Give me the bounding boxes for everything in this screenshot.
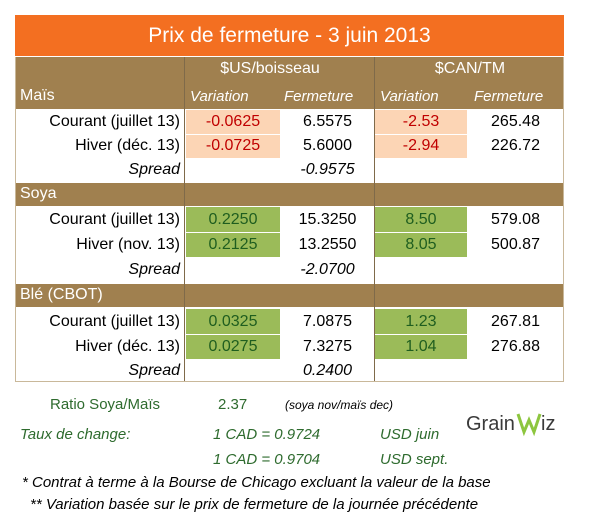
us-fermeture: 5.6000 (303, 137, 352, 154)
footnote: ** Variation basée sur le prix de fermet… (30, 496, 479, 513)
spread-value: -0.9575 (300, 161, 355, 178)
can-variation: -2.53 (402, 113, 440, 130)
section-label-soya: Soya (20, 185, 57, 202)
cell-bg (375, 233, 467, 257)
row-label: Hiver (nov. 13) (76, 236, 180, 253)
ratio-note: (soya nov/maïs dec) (285, 398, 394, 412)
grainwiz-logo: Grain iz (466, 408, 566, 444)
grainwiz-logo-graphic: Grain iz (466, 413, 555, 437)
cell-bg (186, 309, 280, 334)
ratio-value: 2.37 (218, 396, 248, 413)
spread-label: Spread (128, 362, 180, 379)
spread-value: -2.0700 (300, 261, 355, 278)
cell-bg (186, 207, 280, 232)
can-variation: 8.05 (405, 236, 437, 253)
can-fermeture: 276.88 (491, 338, 540, 355)
us-fermeture: 13.2550 (298, 236, 357, 253)
cell-bg (186, 335, 280, 359)
cell-bg (375, 110, 467, 134)
row-label: Courant (juillet 13) (49, 113, 180, 130)
row-label: Courant (juillet 13) (49, 211, 180, 228)
can-variation: 1.04 (405, 338, 437, 355)
section-label-mais: Maïs (20, 87, 55, 104)
ratio-label: Ratio Soya/Maïs (50, 396, 161, 413)
section-label-ble: Blé (CBOT) (20, 286, 103, 303)
table-title: Prix de fermeture - 3 juin 2013 (15, 15, 564, 56)
table-frame (15, 57, 564, 382)
section-band-ble (15, 284, 564, 307)
footnote: * Contrat à terme à la Bourse de Chicago… (22, 474, 491, 491)
spread-label: Spread (128, 261, 180, 278)
cell-bg (375, 135, 467, 158)
can-fermeture: 500.87 (491, 236, 540, 253)
us-variation: -0.0725 (205, 137, 261, 154)
cell-bg (186, 135, 280, 158)
us-fermeture-header: Fermeture (284, 88, 354, 105)
row-label: Hiver (déc. 13) (75, 137, 180, 154)
cell-bg (375, 335, 467, 359)
cell-bg (186, 233, 280, 257)
cell-bg (375, 309, 467, 334)
us-fermeture: 15.3250 (298, 211, 357, 228)
us-variation: -0.0625 (205, 113, 261, 130)
row-label: Courant (juillet 13) (49, 313, 180, 330)
us-variation: 0.2250 (208, 211, 258, 228)
can-variation-header: Variation (380, 88, 439, 105)
can-variation: -2.94 (402, 137, 440, 154)
row-label: Hiver (déc. 13) (75, 338, 180, 355)
exchange-rate: 1 CAD = 0.9724 (213, 426, 321, 443)
can-variation: 8.50 (405, 211, 437, 228)
us-fermeture: 7.0875 (303, 313, 352, 330)
can-header: $CAN/TM (434, 60, 506, 77)
section-band-soya (15, 183, 564, 206)
exchange-rate: 1 CAD = 0.9704 (213, 451, 321, 468)
us-fermeture: 6.5575 (303, 113, 352, 130)
us-variation: 0.2125 (208, 236, 258, 253)
us-variation: 0.0325 (208, 313, 258, 330)
spread-label: Spread (128, 161, 180, 178)
can-variation: 1.23 (405, 313, 437, 330)
svg-text:Grain: Grain (466, 413, 515, 435)
us-variation: 0.0275 (208, 338, 258, 355)
can-fermeture-header: Fermeture (474, 88, 544, 105)
cell-bg (375, 207, 467, 232)
header-band (15, 57, 564, 109)
can-fermeture: 579.08 (491, 211, 540, 228)
svg-text:iz: iz (541, 413, 555, 435)
can-fermeture: 265.48 (491, 113, 540, 130)
exchange-unit: USD juin (380, 426, 440, 443)
can-fermeture: 267.81 (491, 313, 540, 330)
us-variation-header: Variation (190, 88, 249, 105)
can-fermeture: 226.72 (491, 137, 540, 154)
cell-bg (186, 110, 280, 134)
exchange-label: Taux de change: (20, 426, 131, 443)
exchange-unit: USD sept. (380, 451, 449, 468)
us-header: $US/boisseau (220, 60, 320, 77)
spread-value: 0.2400 (303, 362, 352, 379)
column-divider (184, 57, 185, 382)
us-fermeture: 7.3275 (303, 338, 352, 355)
column-divider (374, 57, 375, 382)
